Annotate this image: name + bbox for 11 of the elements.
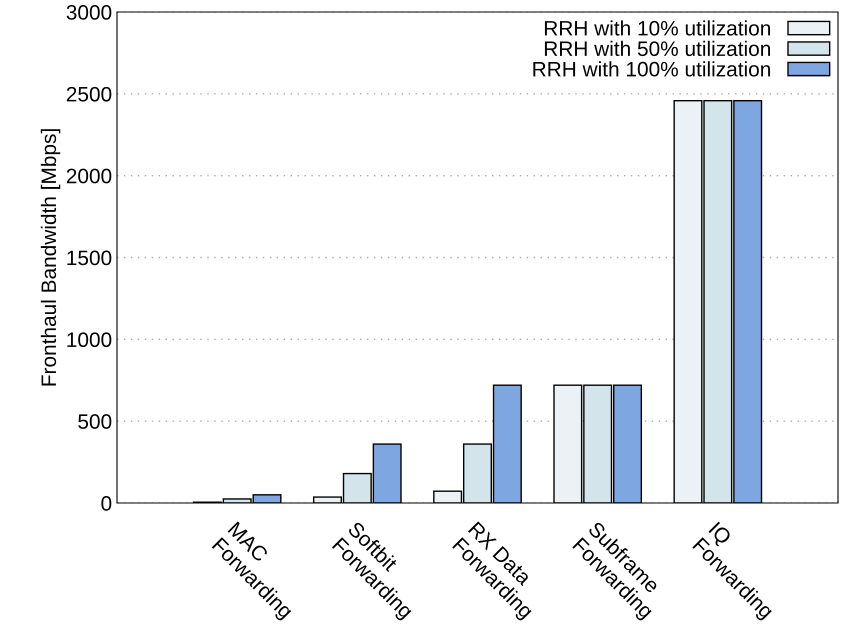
legend-label: RRH with 100% utilization [533, 61, 770, 77]
y-axis-title: Fronthaul Bandwidth [Mbps] [40, 129, 60, 386]
legend-label: RRH with 50% utilization [544, 40, 770, 56]
legend-label: RRH with 10% utilization [544, 20, 770, 36]
y-tick-label: 3000 [66, 5, 112, 20]
y-tick-label: 1500 [67, 250, 112, 266]
y-tick-label: 1000 [67, 332, 112, 348]
y-tick-label: 2000 [66, 168, 112, 184]
y-tick-label: 500 [78, 414, 112, 429]
y-tick-label: 2500 [66, 86, 112, 102]
y-tick-label: 0 [101, 496, 112, 511]
